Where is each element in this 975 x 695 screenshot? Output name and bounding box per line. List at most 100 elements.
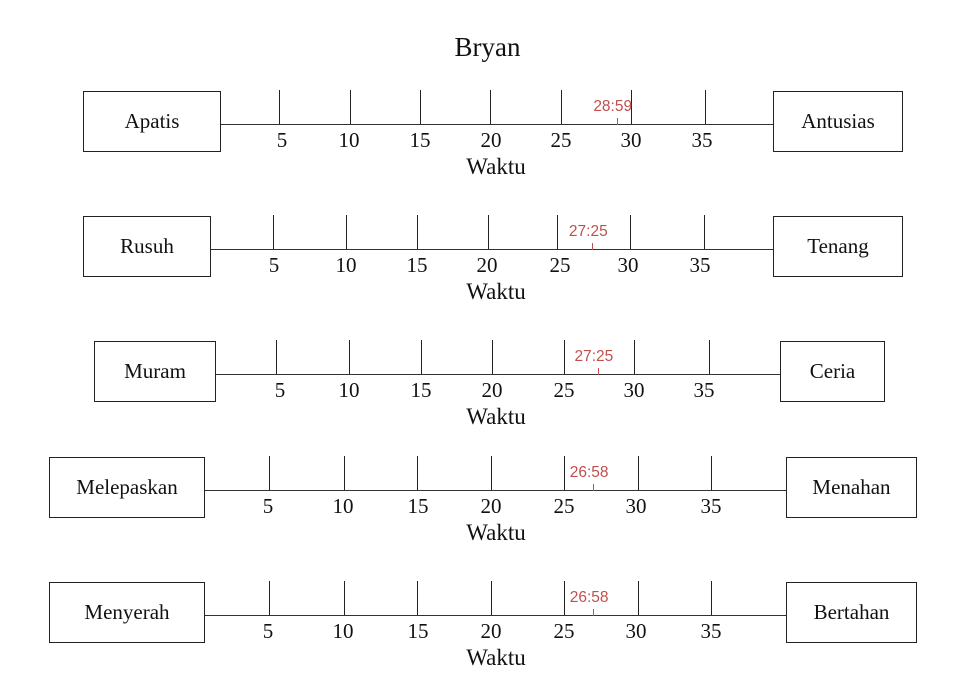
axis-tick xyxy=(564,581,565,615)
tick-label: 20 xyxy=(480,619,502,643)
tick-label: 15 xyxy=(406,253,428,277)
tick-label: 15 xyxy=(407,619,429,643)
time-axis-line xyxy=(205,615,786,616)
time-axis-line xyxy=(205,490,786,491)
tick-label: 10 xyxy=(335,253,357,277)
tick-label: 30 xyxy=(625,619,647,643)
right-pole-box: Bertahan xyxy=(786,582,917,643)
left-pole-box: Apatis xyxy=(83,91,221,152)
tick-label: 15 xyxy=(410,378,432,402)
right-pole-box: Menahan xyxy=(786,457,917,518)
axis-tick xyxy=(417,215,418,249)
axis-tick xyxy=(705,90,706,124)
axis-tick xyxy=(273,215,274,249)
tick-label: 5 xyxy=(274,378,286,402)
time-marker-tick xyxy=(593,609,595,616)
left-pole-box: Melepaskan xyxy=(49,457,205,518)
tick-label: 20 xyxy=(480,494,502,518)
right-pole-box: Tenang xyxy=(773,216,903,277)
tick-label: 15 xyxy=(407,494,429,518)
right-pole-box: Antusias xyxy=(773,91,903,152)
time-marker-label: 26:58 xyxy=(569,464,609,481)
tick-label: 25 xyxy=(553,619,575,643)
axis-title: Waktu xyxy=(466,154,526,179)
axis-title: Waktu xyxy=(466,404,526,429)
tick-label: 25 xyxy=(550,128,572,152)
axis-tick xyxy=(417,581,418,615)
diagram-title: Bryan xyxy=(454,32,521,62)
tick-label: 30 xyxy=(620,128,642,152)
tick-label: 20 xyxy=(480,128,502,152)
tick-label: 5 xyxy=(262,619,274,643)
time-marker-label: 27:25 xyxy=(568,223,608,240)
left-pole-box: Rusuh xyxy=(83,216,211,277)
tick-label: 10 xyxy=(338,378,360,402)
time-marker-tick xyxy=(593,484,595,491)
tick-label: 20 xyxy=(481,378,503,402)
axis-tick xyxy=(349,340,350,374)
tick-label: 30 xyxy=(625,494,647,518)
tick-label: 10 xyxy=(338,128,360,152)
axis-tick xyxy=(561,90,562,124)
tick-label: 5 xyxy=(268,253,280,277)
axis-tick xyxy=(631,90,632,124)
axis-tick xyxy=(269,456,270,490)
axis-tick xyxy=(709,340,710,374)
tick-label: 35 xyxy=(700,494,722,518)
time-marker-tick xyxy=(616,118,618,125)
axis-title: Waktu xyxy=(466,645,526,670)
axis-tick xyxy=(346,215,347,249)
axis-tick xyxy=(344,581,345,615)
time-marker-label: 26:58 xyxy=(569,589,609,606)
tick-label: 20 xyxy=(476,253,498,277)
left-pole-box: Menyerah xyxy=(49,582,205,643)
axis-tick xyxy=(638,456,639,490)
tick-label: 25 xyxy=(549,253,571,277)
axis-tick xyxy=(488,215,489,249)
axis-tick xyxy=(350,90,351,124)
axis-tick xyxy=(711,456,712,490)
time-axis-line xyxy=(211,249,773,250)
time-marker-tick xyxy=(597,368,599,375)
axis-tick xyxy=(421,340,422,374)
axis-tick xyxy=(704,215,705,249)
tick-label: 10 xyxy=(332,619,354,643)
time-axis-line xyxy=(216,374,780,375)
axis-tick xyxy=(490,90,491,124)
tick-label: 5 xyxy=(276,128,288,152)
left-pole-box: Muram xyxy=(94,341,216,402)
tick-label: 35 xyxy=(691,128,713,152)
axis-tick xyxy=(344,456,345,490)
tick-label: 10 xyxy=(332,494,354,518)
axis-title: Waktu xyxy=(466,520,526,545)
time-axis-line xyxy=(221,124,773,125)
tick-label: 35 xyxy=(700,619,722,643)
axis-tick xyxy=(638,581,639,615)
tick-label: 30 xyxy=(617,253,639,277)
axis-tick xyxy=(276,340,277,374)
axis-tick xyxy=(279,90,280,124)
tick-label: 25 xyxy=(553,378,575,402)
axis-tick xyxy=(630,215,631,249)
time-marker-tick xyxy=(592,243,594,250)
axis-tick xyxy=(557,215,558,249)
tick-label: 5 xyxy=(262,494,274,518)
axis-title: Waktu xyxy=(466,279,526,304)
tick-label: 30 xyxy=(623,378,645,402)
axis-tick xyxy=(269,581,270,615)
axis-tick xyxy=(564,456,565,490)
axis-tick xyxy=(492,340,493,374)
tick-label: 35 xyxy=(689,253,711,277)
time-marker-label: 27:25 xyxy=(574,348,614,365)
tick-label: 25 xyxy=(553,494,575,518)
tick-label: 35 xyxy=(693,378,715,402)
axis-tick xyxy=(417,456,418,490)
tick-label: 15 xyxy=(409,128,431,152)
axis-tick xyxy=(711,581,712,615)
axis-tick xyxy=(491,456,492,490)
axis-tick xyxy=(634,340,635,374)
axis-tick xyxy=(420,90,421,124)
time-marker-label: 28:59 xyxy=(593,98,633,115)
right-pole-box: Ceria xyxy=(780,341,885,402)
